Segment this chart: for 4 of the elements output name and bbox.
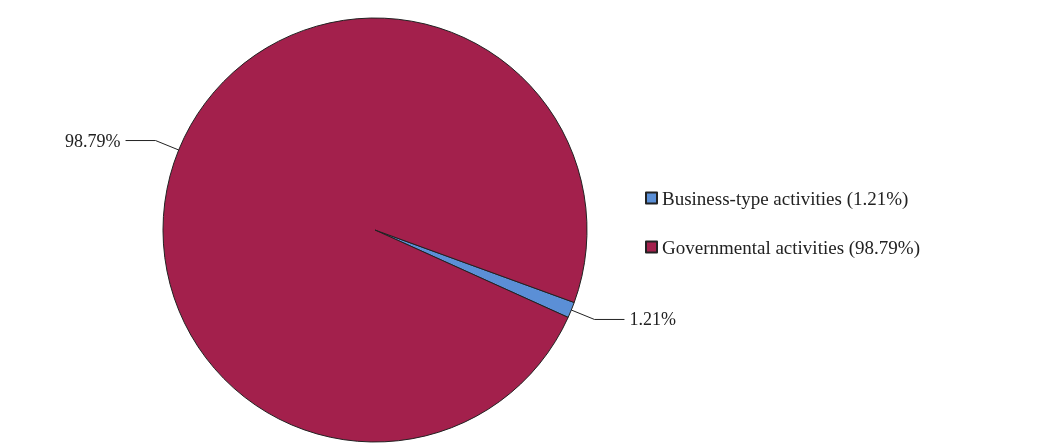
legend-label: Business-type activities (1.21%) (662, 187, 909, 210)
legend-label: Governmental activities (98.79%) (662, 236, 921, 259)
data-label: 98.79% (65, 130, 121, 151)
data-label: 1.21% (629, 309, 676, 330)
